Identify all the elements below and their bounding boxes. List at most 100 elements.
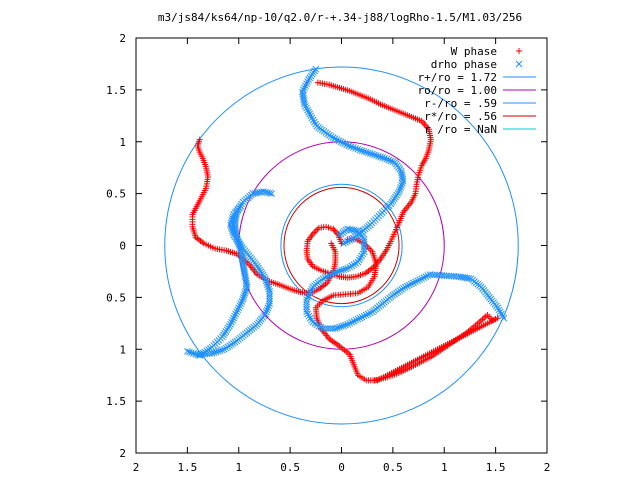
drho-phase-point	[260, 188, 267, 195]
drho-phase-point	[336, 267, 343, 275]
x-tick-label: 0.5	[383, 461, 403, 474]
drho-phase-point	[265, 285, 273, 293]
radius-circle	[280, 183, 403, 308]
drho-phase-point	[360, 238, 368, 246]
drho-phase-point	[243, 283, 251, 291]
drho-phase-point	[360, 245, 368, 253]
radius-circle	[164, 66, 519, 425]
drho-phase-point	[366, 150, 374, 157]
drho-phase-point	[229, 229, 237, 237]
drho-phase-point	[350, 317, 358, 325]
drho-phase-point	[241, 289, 249, 297]
x-tick-label: 2	[133, 461, 140, 474]
x-tick-label: 0.5	[280, 461, 300, 474]
drho-phase-point	[228, 217, 236, 224]
drho-phase-point	[263, 279, 271, 287]
drho-phase-point	[240, 291, 248, 299]
drho-phase-point	[302, 102, 309, 110]
drho-phase-point	[238, 298, 246, 305]
drho-phase-point	[218, 346, 226, 354]
drho-phase-point	[336, 323, 343, 331]
drho-phase-point	[303, 104, 310, 112]
drho-phase-point	[364, 149, 372, 157]
drho-phase-point	[414, 277, 421, 285]
drho-phase-point	[339, 139, 347, 147]
drho-phase-point	[342, 321, 349, 329]
data-points	[184, 65, 508, 384]
drho-phase-point	[381, 154, 389, 162]
drho-phase-point	[266, 297, 273, 305]
drho-phase-point	[327, 133, 335, 140]
drho-phase-point	[396, 186, 404, 193]
drho-phase-point	[356, 314, 364, 322]
drho-phase-point	[268, 190, 275, 197]
drho-phase-point	[233, 308, 241, 316]
drho-phase-point	[335, 137, 343, 145]
drho-phase-point	[301, 101, 308, 108]
drho-phase-point	[303, 303, 310, 311]
drho-phase-point	[399, 177, 407, 185]
drho-phase-point	[375, 152, 382, 160]
drho-phase-point	[360, 312, 368, 320]
legend-label: r+/ro = 1.72	[418, 71, 497, 84]
axis-ticks: 2 1.5 1 0.5 0 0.5 1 1.5 221.510.500.511.52	[106, 32, 550, 474]
drho-phase-point	[340, 322, 347, 330]
drho-phase-point	[304, 78, 311, 85]
y-tick-label: 2	[119, 32, 126, 45]
w-phase-point	[516, 48, 522, 54]
drho-phase-point	[239, 296, 247, 303]
drho-phase-point	[264, 304, 272, 312]
drho-phase-point	[343, 141, 350, 149]
drho-phase-point	[303, 306, 310, 313]
drho-phase-point	[186, 348, 193, 356]
drho-phase-point	[358, 313, 366, 321]
drho-phase-point	[344, 320, 352, 328]
x-tick-label: 0	[338, 461, 345, 474]
drho-phase-point	[236, 302, 244, 310]
drho-phase-point	[306, 110, 314, 118]
drho-phase-point	[334, 268, 341, 276]
drho-phase-point	[242, 287, 249, 295]
drho-phase-point	[349, 144, 357, 151]
drho-phase-point	[300, 98, 308, 106]
y-tick-label: 0.5	[106, 188, 126, 201]
drho-phase-point	[360, 148, 368, 155]
drho-phase-point	[422, 273, 430, 280]
drho-phase-point	[262, 310, 269, 318]
drho-phase-point	[227, 219, 235, 227]
drho-phase-point	[304, 294, 311, 301]
drho-phase-point	[420, 274, 428, 282]
drho-phase-point	[190, 350, 197, 357]
drho-phase-point	[227, 221, 234, 229]
radius-circle	[283, 186, 400, 305]
chart-title: m3/js84/ks64/np-10/q2.0/r-+.34-j88/logRh…	[158, 11, 522, 24]
drho-phase-point	[253, 189, 261, 197]
drho-phase-point	[229, 316, 236, 324]
drho-phase-point	[331, 325, 339, 332]
drho-phase-point	[303, 80, 310, 88]
drho-phase-point	[321, 274, 329, 282]
y-tick-label: 0	[119, 240, 126, 253]
x-tick-label: 1.5	[177, 461, 197, 474]
drho-phase-point	[263, 306, 271, 314]
drho-phase-point	[397, 184, 405, 191]
legend-label: r /ro = NaN	[424, 123, 497, 136]
drho-phase-point	[208, 350, 216, 357]
drho-phase-point	[418, 275, 425, 283]
drho-phase-point	[342, 239, 349, 246]
drho-phase-point	[264, 283, 272, 291]
legend-label: r*/ro = .56	[424, 110, 497, 123]
drho-phase-point	[340, 240, 347, 247]
drho-phase-point	[306, 289, 314, 297]
drho-phase-point	[331, 135, 339, 142]
drho-phase-point	[322, 325, 329, 332]
drho-phase-point	[184, 347, 191, 355]
drho-phase-point	[362, 148, 370, 156]
drho-phase-point	[262, 277, 270, 285]
drho-phase-point	[346, 319, 354, 327]
drho-phase-point	[305, 108, 312, 116]
drho-phase-point	[327, 271, 335, 278]
drho-phase-point	[264, 189, 271, 196]
drho-phase-point	[352, 316, 360, 324]
drho-phase-point	[230, 314, 237, 322]
